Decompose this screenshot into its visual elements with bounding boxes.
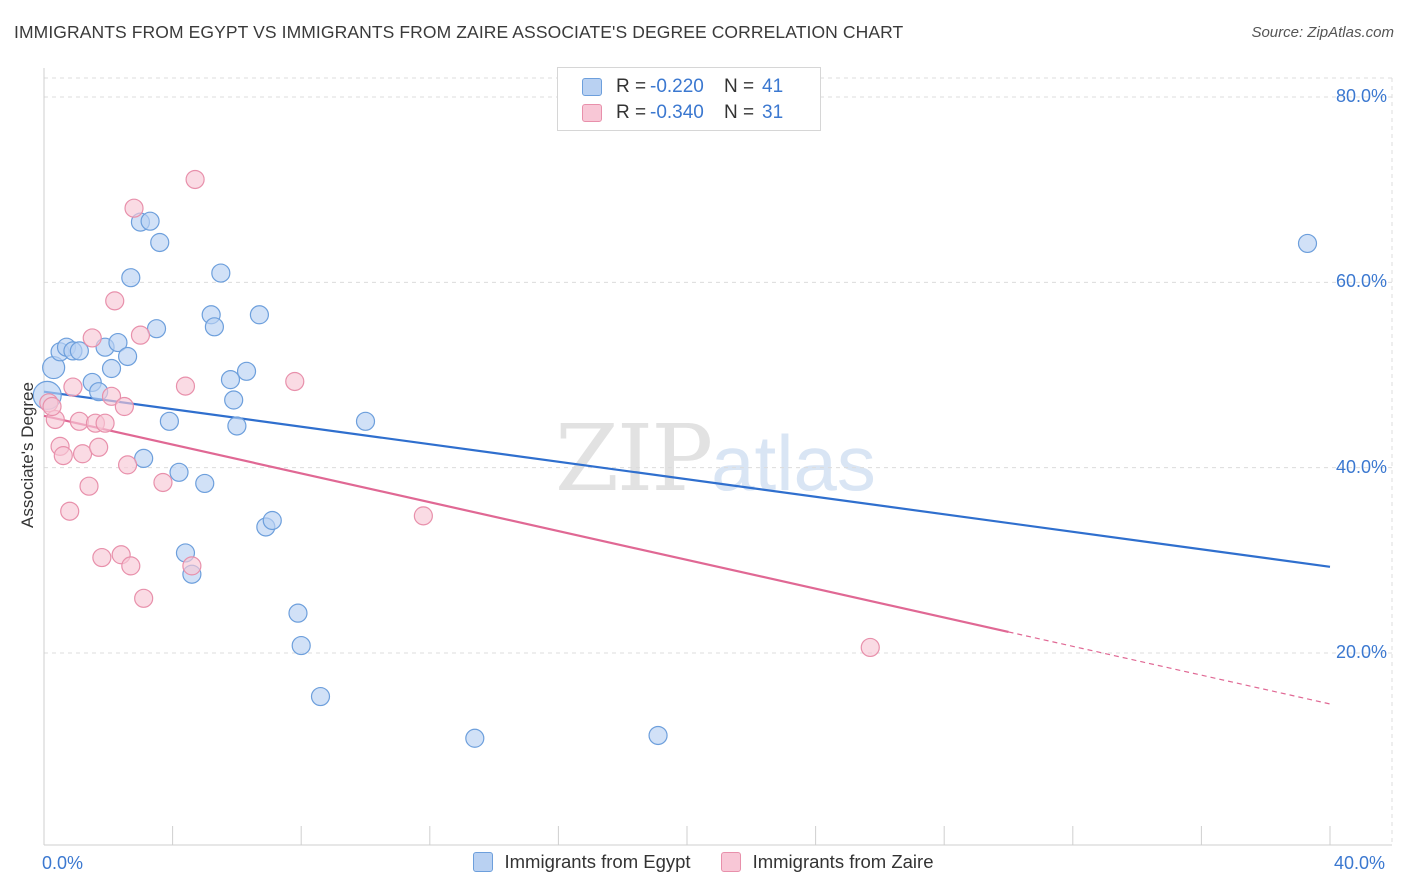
point-zaire-13 [95, 413, 115, 433]
trend-line-egypt [43, 390, 1331, 568]
point-egypt-11 [117, 346, 138, 367]
source-credit: Source: ZipAtlas.com [1251, 24, 1394, 41]
point-egypt-18 [134, 448, 154, 468]
point-egypt-27 [224, 390, 244, 410]
point-zaire-29 [860, 637, 880, 658]
point-egypt-34 [291, 635, 311, 656]
point-zaire-12 [92, 547, 112, 568]
legend-row-zaire: R = -0.340 N = 31 [582, 101, 783, 125]
legend-n-label: N = [724, 102, 755, 123]
point-zaire-18 [117, 455, 138, 475]
point-egypt-38 [648, 725, 668, 746]
legend-n-value-zaire: 31 [762, 102, 784, 123]
legend-n-label: N = [724, 76, 755, 97]
point-zaire-14 [101, 386, 122, 406]
point-egypt-37 [465, 728, 485, 748]
point-zaire-10 [82, 328, 102, 348]
legend-swatch-zaire [582, 104, 602, 122]
point-zaire-4 [60, 501, 80, 521]
point-egypt-8 [101, 358, 122, 379]
watermark-zip: ZIP [555, 405, 713, 512]
point-zaire-23 [153, 472, 173, 493]
point-egypt-35 [310, 686, 331, 707]
point-zaire-25 [182, 556, 202, 576]
point-zaire-21 [130, 325, 151, 345]
legend-swatch-zaire [720, 852, 741, 872]
trend-line-zaire [43, 414, 1009, 633]
y-tick-label-40: 40.0% [1336, 456, 1388, 477]
point-egypt-17 [159, 411, 179, 431]
y-tick-label-60: 60.0% [1336, 271, 1388, 292]
point-zaire-15 [105, 291, 125, 311]
point-zaire-3 [53, 446, 73, 466]
point-egypt-15 [150, 232, 170, 253]
point-egypt-7 [108, 332, 128, 353]
point-zaire-19 [121, 556, 141, 576]
series-legend: Immigrants from Egypt Immigrants from Za… [0, 851, 1406, 873]
y-axis-title: Associate's Degree [18, 382, 37, 528]
point-zaire-5 [63, 377, 83, 397]
point-zaire-28 [413, 506, 433, 526]
legend-item-egypt[interactable]: Immigrants from Egypt [472, 851, 691, 873]
legend-r-value-zaire: -0.340 [650, 102, 704, 123]
watermark: ZIPatlas [555, 405, 876, 512]
x-tick-label-max: 40.0% [1334, 853, 1386, 873]
legend-row-egypt: R = -0.220 N = 41 [582, 75, 783, 99]
point-zaire-24 [175, 376, 196, 396]
legend-label-zaire: Immigrants from Zaire [752, 851, 934, 872]
data-points [32, 169, 1318, 748]
axes [43, 68, 1392, 846]
legend-r-value-egypt: -0.220 [650, 76, 704, 97]
point-egypt-5 [69, 341, 89, 361]
point-zaire-26 [185, 169, 205, 190]
trend-line-zaire-extension [1008, 631, 1331, 705]
legend-swatch-egypt [582, 78, 602, 96]
legend-n-value-egypt: 41 [762, 76, 784, 97]
point-zaire-22 [134, 588, 154, 608]
point-egypt-14 [140, 211, 160, 231]
point-zaire-17 [114, 396, 134, 417]
point-zaire-30 [42, 396, 62, 417]
point-egypt-29 [236, 361, 257, 381]
point-egypt-12 [121, 268, 141, 288]
trend-lines [43, 390, 1331, 705]
point-egypt-32 [262, 510, 282, 531]
legend-item-zaire[interactable]: Immigrants from Zaire [720, 851, 934, 873]
watermark-atlas: atlas [711, 419, 876, 507]
point-zaire-20 [124, 198, 144, 218]
point-zaire-6 [69, 411, 89, 431]
point-egypt-24 [204, 317, 224, 337]
legend-r-label: R = [616, 76, 647, 97]
point-zaire-11 [89, 437, 109, 457]
point-egypt-39 [1297, 233, 1318, 254]
legend-label-egypt: Immigrants from Egypt [504, 851, 691, 872]
point-egypt-28 [227, 416, 247, 436]
point-egypt-33 [288, 603, 308, 623]
legend-r-label: R = [616, 102, 647, 123]
point-egypt-36 [355, 411, 376, 431]
point-egypt-22 [195, 473, 215, 494]
point-egypt-16 [146, 319, 167, 339]
point-egypt-30 [249, 305, 270, 325]
point-egypt-25 [211, 263, 231, 283]
point-zaire-7 [72, 444, 93, 464]
y-tick-label-20: 20.0% [1336, 642, 1388, 662]
y-tick-label-80: 80.0% [1336, 86, 1388, 106]
legend-swatch-egypt [472, 852, 493, 872]
x-tick-label-min: 0.0% [42, 853, 84, 873]
point-egypt-19 [169, 462, 189, 482]
point-zaire-8 [79, 476, 99, 496]
chart-title: IMMIGRANTS FROM EGYPT VS IMMIGRANTS FROM… [14, 22, 904, 42]
correlation-legend: R = -0.220 N = 41 R = -0.340 N = 31 [557, 67, 821, 131]
point-egypt-26 [220, 370, 241, 390]
point-zaire-27 [285, 371, 305, 392]
